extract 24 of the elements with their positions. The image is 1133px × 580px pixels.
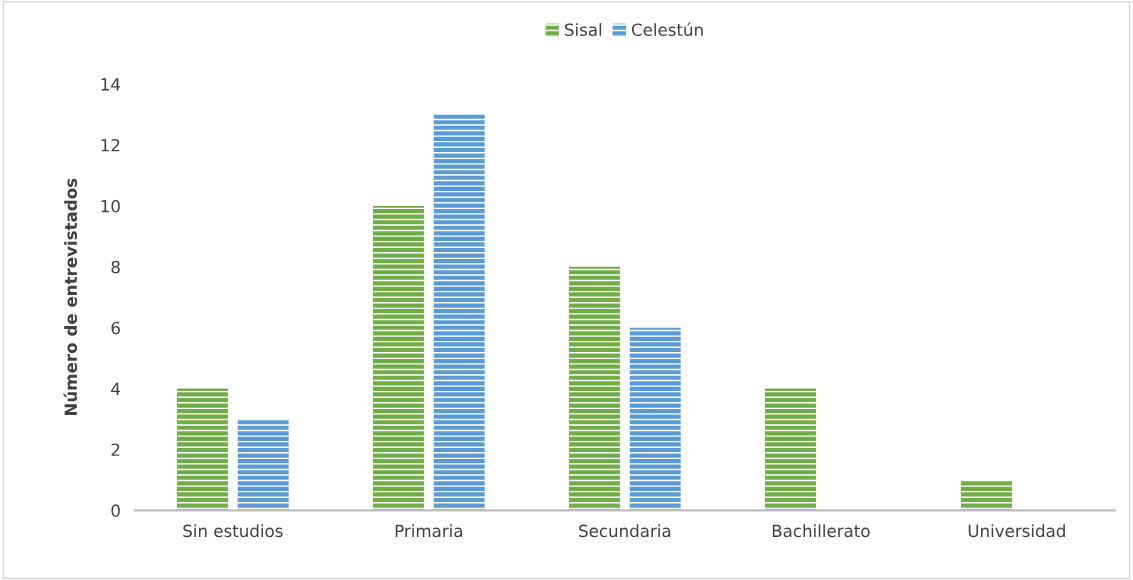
bar xyxy=(372,205,424,511)
x-tick-label: Primaria xyxy=(395,524,463,538)
x-tick-label: Sin estudios xyxy=(183,524,283,538)
bar xyxy=(629,327,681,511)
bar xyxy=(765,388,816,511)
x-tick-label: Bachillerato xyxy=(772,524,870,538)
bar xyxy=(176,388,228,511)
legend-label: Sisal xyxy=(565,23,602,37)
y-tick-label: 12 xyxy=(101,138,120,152)
y-tick-label: 14 xyxy=(101,78,120,91)
bar xyxy=(568,266,620,511)
bar xyxy=(961,479,1012,511)
y-axis-title: Número de entrevistados xyxy=(63,178,78,416)
y-tick-label: 4 xyxy=(111,382,120,395)
bar xyxy=(237,419,289,511)
x-tick-label: Secundaria xyxy=(579,524,671,538)
bar xyxy=(433,114,485,511)
x-tick-label: Universidad xyxy=(968,524,1065,538)
legend-label: Celestún xyxy=(631,22,703,37)
y-tick-label: 8 xyxy=(111,260,120,274)
y-tick-label: 10 xyxy=(101,199,120,213)
y-tick-label: 0 xyxy=(111,504,120,517)
y-tick-label: 2 xyxy=(111,443,120,456)
y-tick-label: 6 xyxy=(111,321,120,335)
